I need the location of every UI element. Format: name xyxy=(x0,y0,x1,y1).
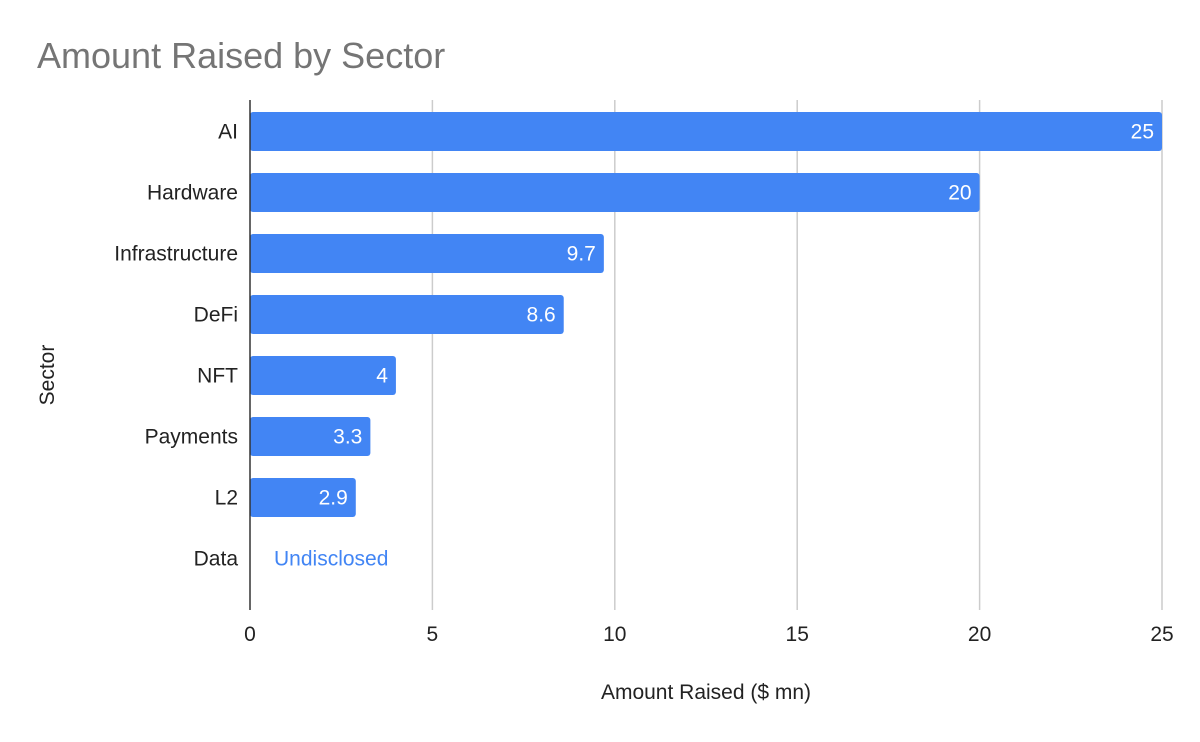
category-labels: AI Hardware Infrastructure DeFi NFT Payments L… xyxy=(114,121,238,571)
y-axis-title: Sector xyxy=(36,345,59,406)
data-label-ai: 25 xyxy=(1131,121,1154,144)
chart-title: Amount Raised by Sector xyxy=(37,35,445,76)
data-label-infrastructure: 9.7 xyxy=(567,243,596,266)
category-label-data: Data xyxy=(194,548,239,571)
bar-hardware xyxy=(250,173,980,212)
x-tick-label: 10 xyxy=(603,623,626,646)
data-label-hardware: 20 xyxy=(948,182,971,205)
data-label-data: Undisclosed xyxy=(274,548,388,571)
bar-nft xyxy=(250,356,396,395)
data-label-l2: 2.9 xyxy=(319,487,348,510)
x-tick-label: 5 xyxy=(427,623,439,646)
category-label-hardware: Hardware xyxy=(147,182,238,205)
x-axis-title: Amount Raised ($ mn) xyxy=(601,681,811,704)
category-label-ai: AI xyxy=(218,121,238,144)
data-label-nft: 4 xyxy=(376,365,388,388)
data-labels: 25 20 9.7 8.6 4 3.3 2.9 Undisclosed xyxy=(274,121,1154,571)
category-label-payments: Payments xyxy=(145,426,238,449)
bars xyxy=(250,112,1162,517)
x-tick-label: 15 xyxy=(786,623,809,646)
bar-defi xyxy=(250,295,564,334)
data-label-payments: 3.3 xyxy=(333,426,362,449)
bar-l2 xyxy=(250,478,356,517)
x-tick-label: 25 xyxy=(1150,623,1173,646)
category-label-defi: DeFi xyxy=(194,304,238,327)
x-tick-labels: 0 5 10 15 20 25 xyxy=(244,623,1174,646)
category-label-nft: NFT xyxy=(197,365,238,388)
bar-ai xyxy=(250,112,1162,151)
x-tick-label: 20 xyxy=(968,623,991,646)
data-label-defi: 8.6 xyxy=(527,304,556,327)
x-tick-label: 0 xyxy=(244,623,256,646)
bar-infrastructure xyxy=(250,234,604,273)
category-label-infrastructure: Infrastructure xyxy=(114,243,238,266)
bar-payments xyxy=(250,417,371,456)
category-label-l2: L2 xyxy=(215,487,238,510)
